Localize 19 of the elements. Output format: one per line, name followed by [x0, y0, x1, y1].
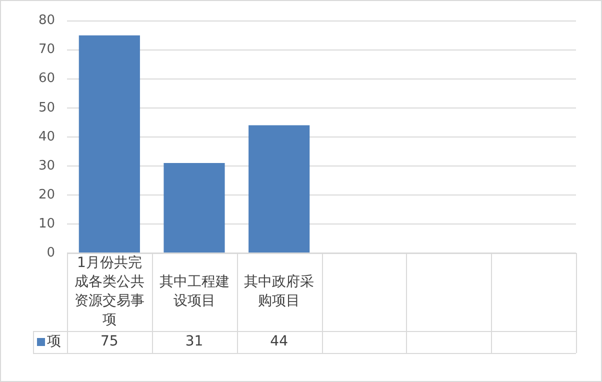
data-label: 75	[100, 334, 118, 350]
bar	[78, 35, 140, 252]
x-tick-label: 其中工程建设项目	[159, 274, 230, 310]
data-label: 44	[270, 334, 288, 350]
x-tick-label: 其中政府采购项目	[244, 274, 314, 310]
y-tick-label: 60	[38, 71, 55, 86]
x-tick-label: 1月份共完成各类公共资源交易事项	[74, 255, 144, 328]
bar	[164, 163, 225, 252]
y-tick-label: 0	[46, 245, 55, 260]
data-label: 31	[185, 334, 204, 350]
y-tick-label: 80	[38, 13, 55, 28]
legend-label: 项	[47, 334, 61, 350]
y-tick-label: 30	[38, 158, 55, 174]
y-tick-label: 70	[38, 42, 55, 58]
y-tick-label: 40	[38, 129, 55, 144]
y-tick-label: 10	[38, 216, 55, 232]
y-tick-label: 20	[38, 187, 55, 202]
bar	[248, 125, 310, 252]
y-tick-label: 50	[38, 100, 55, 116]
